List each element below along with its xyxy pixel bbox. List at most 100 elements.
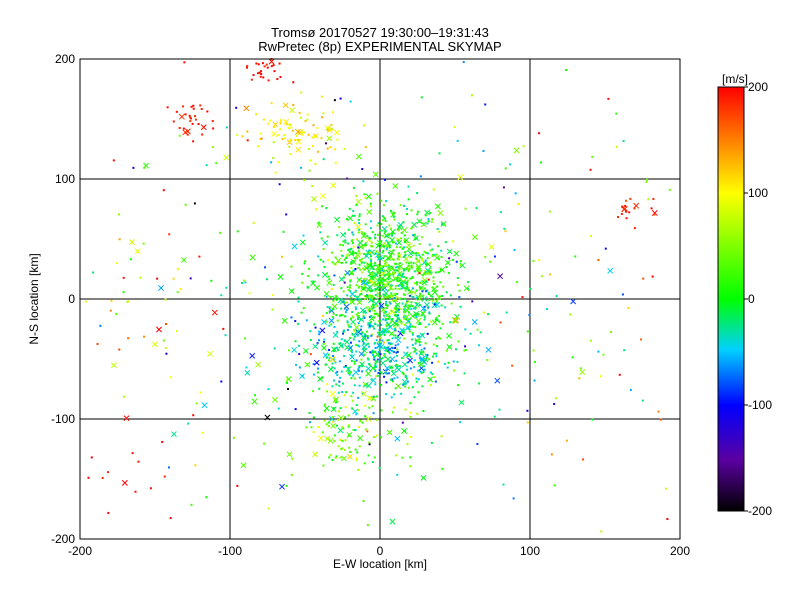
scatter-dot-point <box>377 251 380 254</box>
scatter-dot-point <box>416 210 419 213</box>
scatter-dot-point <box>319 258 322 261</box>
scatter-dot-point <box>375 339 378 342</box>
scatter-cross-point <box>337 414 344 421</box>
scatter-cross-point <box>182 129 189 136</box>
y-axis-label: N-S location [km] <box>27 253 41 344</box>
scatter-dot-point <box>355 343 358 346</box>
scatter-cross-point <box>412 235 419 242</box>
scatter-dot-point <box>396 323 399 326</box>
scatter-dot-point <box>256 72 259 75</box>
scatter-dot-point <box>393 272 396 275</box>
scatter-dot-point <box>308 411 311 414</box>
scatter-cross-point <box>437 210 444 216</box>
scatter-dot-point <box>432 299 435 302</box>
scatter-dot-point <box>225 126 228 129</box>
scatter-dot-point <box>422 311 425 314</box>
scatter-dot-point <box>393 377 396 380</box>
scatter-dot-point <box>394 334 397 337</box>
scatter-dot-point <box>377 263 380 266</box>
scatter-dot-point <box>348 207 351 210</box>
scatter-dot-point <box>394 305 397 308</box>
scatter-dot-point <box>225 286 228 289</box>
scatter-dot-point <box>301 131 304 134</box>
scatter-cross-point <box>291 243 298 250</box>
scatter-dot-point <box>362 499 365 502</box>
scatter-dot-point <box>260 132 263 135</box>
scatter-dot-point <box>175 330 178 333</box>
scatter-dot-point <box>424 325 427 328</box>
scatter-dot-point <box>362 277 365 280</box>
scatter-dot-point <box>390 309 393 312</box>
scatter-dot-point <box>340 338 343 341</box>
scatter-dot-point <box>388 267 391 270</box>
scatter-dot-point <box>355 359 358 362</box>
scatter-dot-point <box>366 334 369 337</box>
scatter-dot-point <box>386 258 389 261</box>
scatter-cross-point <box>436 294 443 301</box>
scatter-cross-point <box>418 361 425 368</box>
scatter-cross-point <box>355 223 362 230</box>
scatter-cross-point <box>388 330 395 337</box>
scatter-dot-point <box>426 289 429 292</box>
scatter-cross-point <box>324 435 331 442</box>
scatter-dot-point <box>374 365 377 368</box>
scatter-dot-point <box>366 281 369 284</box>
scatter-cross-point <box>365 370 372 377</box>
scatter-dot-point <box>388 301 391 304</box>
scatter-dot-point <box>199 104 202 107</box>
scatter-dot-point <box>436 344 439 347</box>
scatter-dot-point <box>372 412 375 415</box>
scatter-dot-point <box>416 335 419 338</box>
scatter-dot-point <box>333 99 336 102</box>
scatter-dot-point <box>378 334 381 337</box>
scatter-cross-point <box>264 414 271 421</box>
scatter-dot-point <box>346 321 349 324</box>
scatter-dot-point <box>387 233 390 236</box>
scatter-dot-point <box>424 259 427 262</box>
scatter-dot-point <box>431 373 434 376</box>
scatter-dot-point <box>393 328 396 331</box>
scatter-dot-point <box>627 306 630 309</box>
scatter-dot-point <box>333 440 336 443</box>
scatter-dot-point <box>355 329 358 332</box>
scatter-dot-point <box>404 253 407 256</box>
scatter-dot-point <box>259 75 262 78</box>
scatter-dot-point <box>438 295 441 298</box>
scatter-dot-point <box>350 272 353 275</box>
scatter-dot-point <box>212 146 215 149</box>
scatter-dot-point <box>447 271 450 274</box>
scatter-dot-point <box>363 384 366 387</box>
scatter-dot-point <box>445 291 448 294</box>
scatter-dot-point <box>415 315 418 318</box>
scatter-dot-point <box>422 410 425 413</box>
scatter-dot-point <box>341 426 344 429</box>
scatter-dot-point <box>528 313 531 316</box>
scatter-cross-point <box>347 345 354 351</box>
scatter-dot-point <box>548 273 551 276</box>
scatter-dot-point <box>292 81 295 84</box>
scatter-dot-point <box>363 462 366 465</box>
scatter-dot-point <box>389 280 392 283</box>
scatter-dot-point <box>336 370 339 373</box>
scatter-dot-point <box>427 218 430 221</box>
scatter-dot-point <box>447 361 450 364</box>
scatter-dot-point <box>172 120 175 123</box>
scatter-dot-point <box>272 64 275 67</box>
scatter-dot-point <box>373 357 376 360</box>
scatter-cross-point <box>272 396 278 403</box>
scatter-dot-point <box>405 300 408 303</box>
scatter-dot-point <box>376 374 379 377</box>
scatter-dot-point <box>421 290 424 293</box>
scatter-dot-point <box>668 188 671 191</box>
scatter-dot-point <box>367 251 370 254</box>
scatter-cross-point <box>384 312 391 319</box>
scatter-dot-point <box>168 233 171 236</box>
scatter-dot-point <box>403 383 406 386</box>
scatter-dot-point <box>143 335 146 338</box>
scatter-dot-point <box>304 260 307 263</box>
scatter-dot-point <box>322 260 325 263</box>
scatter-dot-point <box>351 407 354 410</box>
scatter-dot-point <box>364 146 367 149</box>
scatter-dot-point <box>324 410 327 413</box>
scatter-dot-point <box>270 65 273 68</box>
